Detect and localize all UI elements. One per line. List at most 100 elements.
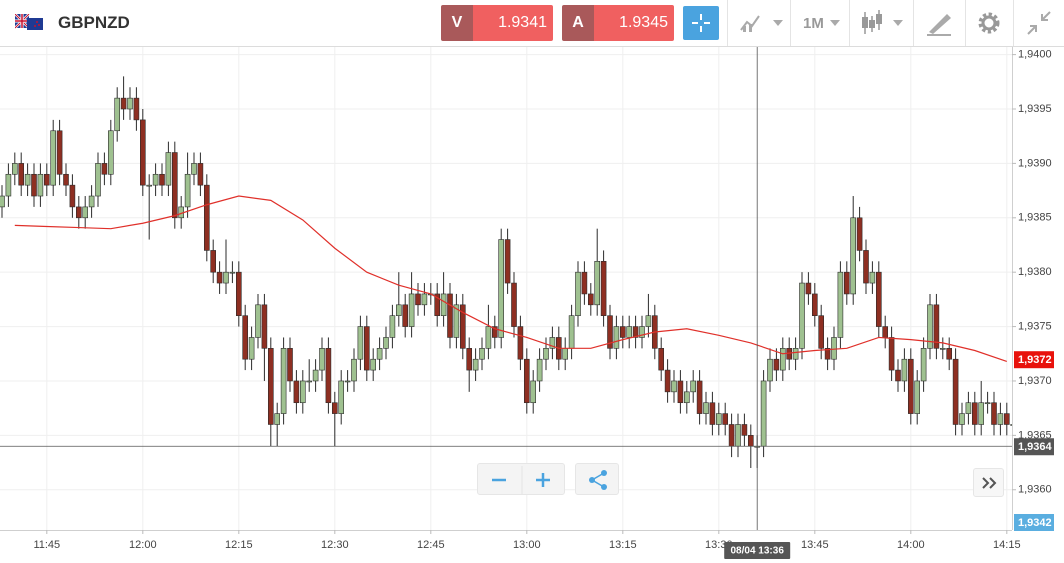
zoom-controls <box>477 463 565 495</box>
crosshair-button[interactable] <box>683 6 719 40</box>
candle-body <box>415 293 421 306</box>
candle-body <box>600 261 607 316</box>
crosshair-y-label: 1,9364 <box>1018 441 1053 453</box>
bid-label: V <box>441 5 473 41</box>
candle-body <box>824 348 831 360</box>
candle-body <box>683 391 690 404</box>
collapse-button[interactable] <box>1024 0 1054 46</box>
candle-body <box>978 402 985 425</box>
y-tick-label: 1,9370 <box>1018 375 1052 387</box>
candle-body <box>613 326 620 349</box>
candle-body <box>312 369 319 382</box>
candle-body <box>805 282 812 295</box>
candle-body <box>895 369 901 382</box>
candle-body <box>56 130 63 175</box>
candle-body <box>0 195 5 208</box>
settings-button[interactable] <box>974 0 1004 46</box>
y-tick-label: 1,9360 <box>1018 484 1052 496</box>
candle-body <box>491 326 498 338</box>
candle-body <box>882 326 889 338</box>
candle-body <box>1010 424 1012 426</box>
candle-body <box>549 337 556 349</box>
x-tick-label: 13:45 <box>801 539 829 551</box>
candle-body <box>370 358 377 371</box>
candle-body <box>43 173 50 186</box>
candle-body <box>792 348 799 360</box>
x-tick-label: 14:15 <box>993 539 1021 551</box>
buy-button[interactable]: A 1.9345 <box>562 5 674 41</box>
plot-area <box>0 47 1012 530</box>
chart-type-button[interactable] <box>735 0 785 46</box>
candle-body <box>120 97 127 110</box>
candle-body <box>248 337 255 360</box>
candle-body <box>658 348 665 371</box>
candle-body <box>440 293 447 316</box>
last-price-label: 1,9342 <box>1018 517 1052 529</box>
candle-body <box>504 239 511 284</box>
candle-body <box>818 315 825 349</box>
ask-price: 1.9345 <box>594 5 674 41</box>
candle-body <box>587 293 594 306</box>
candle-body <box>236 271 242 316</box>
candle-body <box>581 271 588 295</box>
candle-body <box>331 402 338 414</box>
candle-body <box>843 271 850 295</box>
share-button[interactable] <box>575 463 619 495</box>
candle-body <box>920 348 927 382</box>
candle-body <box>498 239 505 338</box>
timeframe[interactable]: 1M <box>803 15 824 32</box>
candle-body <box>402 304 409 327</box>
zoom-in[interactable] <box>536 473 550 487</box>
candle-body <box>671 380 677 393</box>
candle-body <box>831 337 837 360</box>
candle-body <box>965 402 972 414</box>
candle-body <box>914 380 921 414</box>
candle-body <box>850 217 857 295</box>
scroll-end-button[interactable] <box>973 468 1004 497</box>
candle-body <box>747 435 754 447</box>
sell-button[interactable]: V 1.9341 <box>441 5 553 41</box>
candle-body <box>357 326 364 360</box>
x-tick-label: 13:00 <box>513 539 541 551</box>
last-price-tag <box>1014 514 1054 531</box>
candle-body <box>869 271 876 284</box>
candle-body <box>664 369 671 393</box>
candle-body <box>319 348 325 371</box>
candle-body <box>837 271 844 338</box>
candle-body <box>76 206 82 219</box>
ask-label: A <box>562 5 594 41</box>
candle-body <box>376 348 383 360</box>
candle-body <box>325 348 332 404</box>
candle-body <box>856 217 863 251</box>
candle-body <box>363 326 370 371</box>
candle-body <box>466 348 473 371</box>
draw-tool-button[interactable] <box>925 0 955 46</box>
candle-body <box>159 173 165 186</box>
candle-body <box>152 173 159 186</box>
candle-type-button[interactable] <box>857 0 907 46</box>
candle-body <box>447 293 453 338</box>
y-tick-label: 1,9380 <box>1018 266 1052 278</box>
candle-body <box>703 402 709 414</box>
candle-body <box>299 380 306 404</box>
candle-body <box>991 402 997 425</box>
y-tick-label: 1,9400 <box>1018 49 1052 61</box>
candle-body <box>485 326 492 349</box>
candle-body <box>210 250 216 273</box>
bid-price: 1.9341 <box>473 5 553 41</box>
candle-body <box>101 163 108 175</box>
candle-body <box>568 315 575 349</box>
candle-body <box>773 358 780 371</box>
candle-body <box>696 380 703 414</box>
candle-body <box>261 304 268 349</box>
candle-body <box>12 163 18 175</box>
price-tag <box>1014 351 1054 369</box>
candle-body <box>1003 413 1010 425</box>
y-tick-label: 1,9385 <box>1018 212 1052 224</box>
candle-body <box>351 358 357 382</box>
candle-body <box>383 337 389 349</box>
candle-body <box>901 358 908 382</box>
candle-body <box>338 380 345 414</box>
candle-body <box>479 348 485 360</box>
